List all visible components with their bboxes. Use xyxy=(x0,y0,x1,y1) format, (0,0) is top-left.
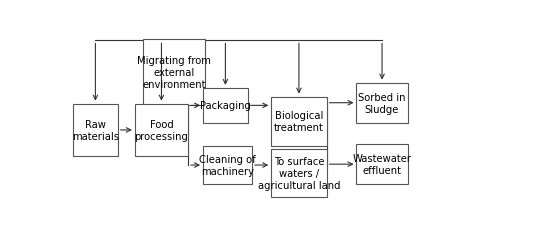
Text: Biological
treatment: Biological treatment xyxy=(274,111,324,132)
Text: Cleaning of
machinery: Cleaning of machinery xyxy=(199,155,256,176)
Text: Wastewater
effluent: Wastewater effluent xyxy=(353,154,411,175)
Text: Raw
materials: Raw materials xyxy=(72,120,119,141)
FancyBboxPatch shape xyxy=(203,88,248,123)
FancyBboxPatch shape xyxy=(356,83,408,123)
FancyBboxPatch shape xyxy=(144,39,205,106)
Text: To surface
waters /
agricultural land: To surface waters / agricultural land xyxy=(257,157,340,190)
FancyBboxPatch shape xyxy=(271,150,327,197)
Text: Food
processing: Food processing xyxy=(135,120,189,141)
FancyBboxPatch shape xyxy=(271,97,327,146)
Text: Sorbed in
Sludge: Sorbed in Sludge xyxy=(358,93,406,114)
Text: Packaging: Packaging xyxy=(200,101,251,111)
Text: Migrating from
external
environment: Migrating from external environment xyxy=(138,56,211,89)
FancyBboxPatch shape xyxy=(135,104,188,157)
FancyBboxPatch shape xyxy=(203,146,252,185)
FancyBboxPatch shape xyxy=(73,104,118,157)
FancyBboxPatch shape xyxy=(356,144,408,185)
